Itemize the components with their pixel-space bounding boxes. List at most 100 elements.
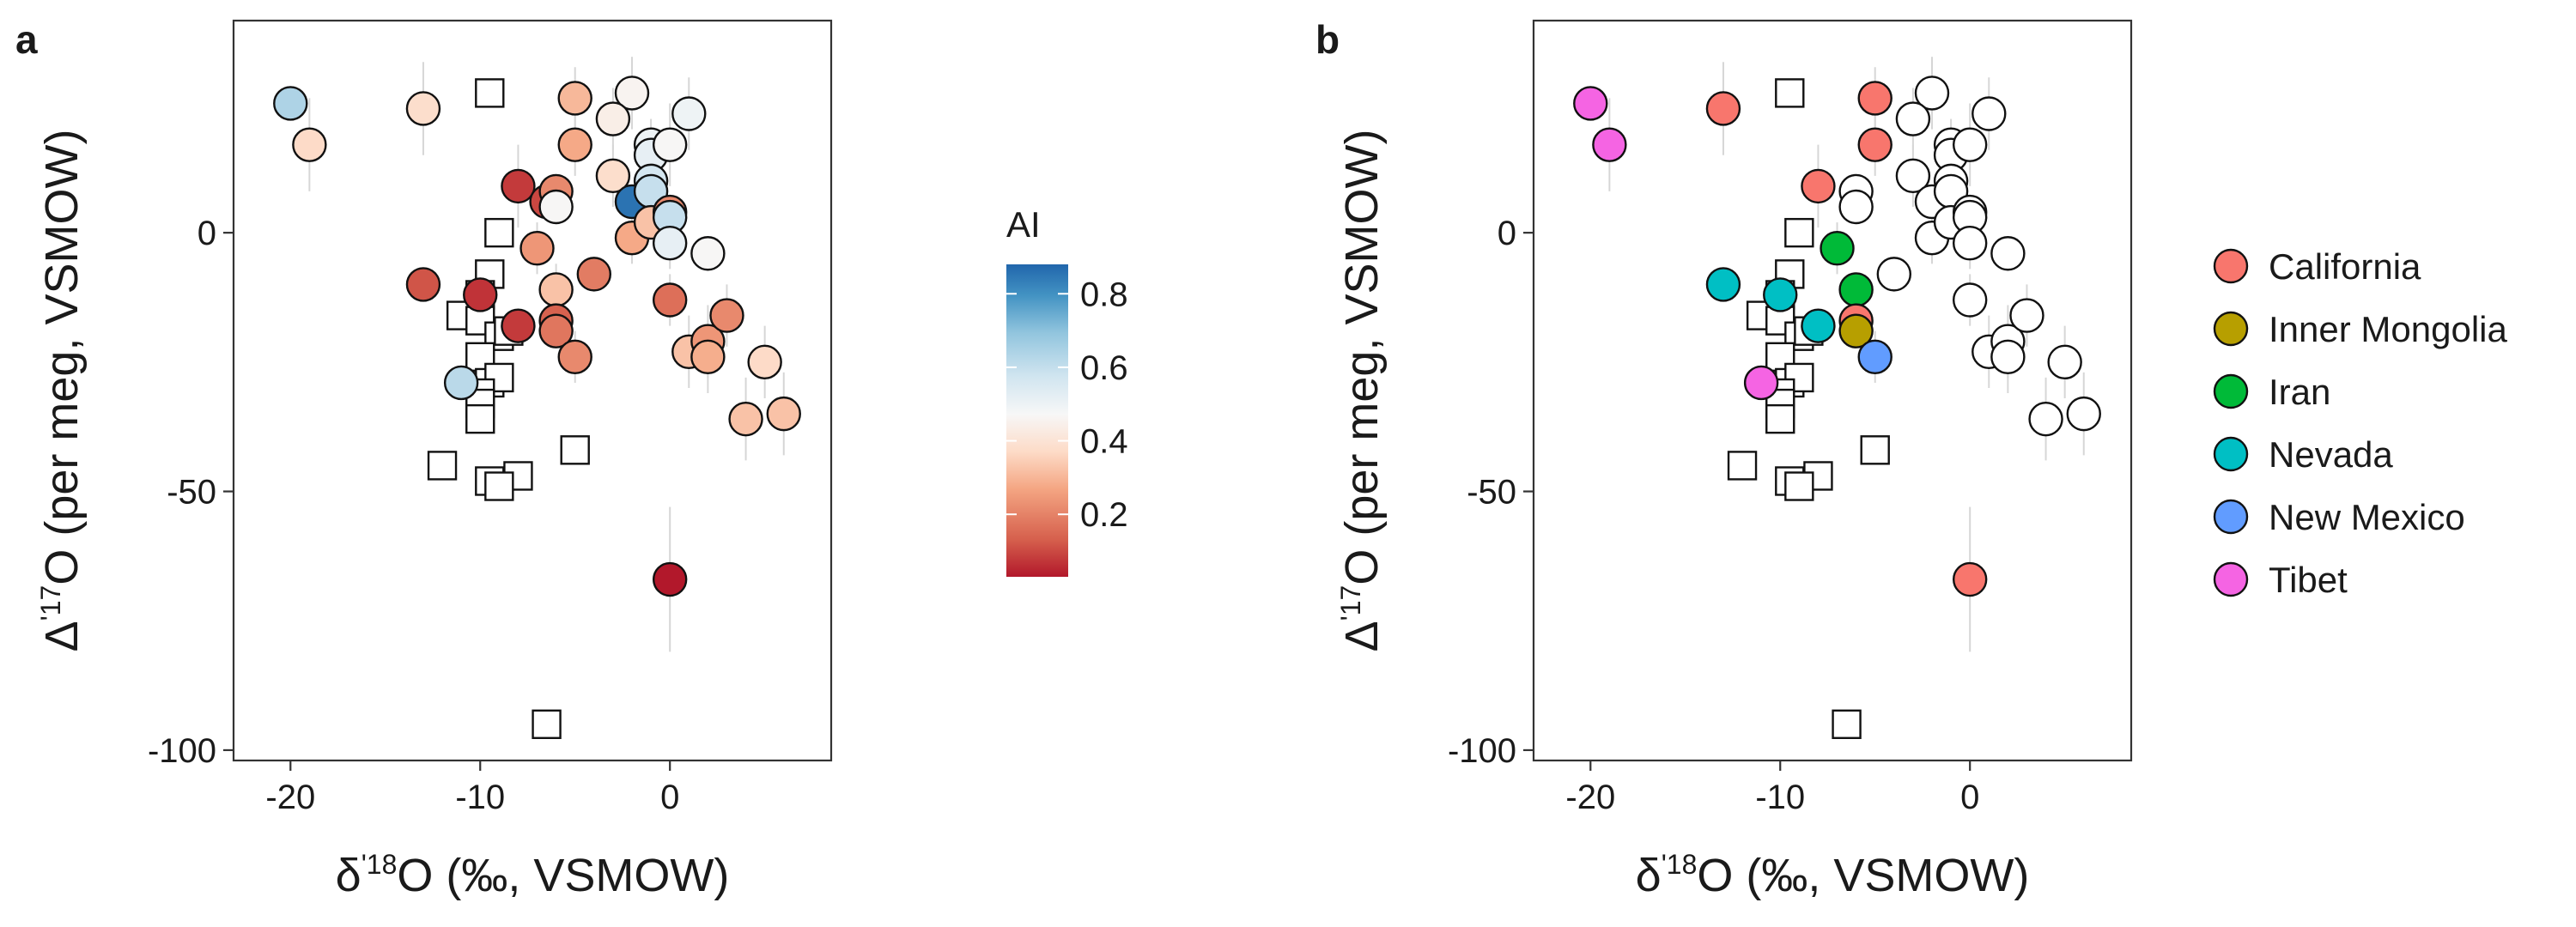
y-tick-label: -50 [1467,474,1516,512]
data-point [1990,236,2026,271]
square-point [1784,471,1814,501]
legend-label: Nevada [2269,434,2393,475]
data-point [1895,101,1931,136]
data-point [557,127,592,162]
panel-letter-a: a [15,17,38,62]
data-point [1820,231,1855,266]
panel-b-plot: -20 -10 0-100-500 [1448,19,2133,816]
data-point [1952,282,1988,318]
data-point [1952,127,1988,162]
data-point [557,339,592,375]
colorbar-title: AI [1006,204,1041,245]
data-point [576,257,612,292]
panel-b-y-axis-title: Δ'17O (per meg, VSMOW) [1335,130,1388,652]
legend-label: Tibet [2269,560,2348,600]
data-point [766,396,801,432]
square-point [560,435,590,465]
panel-a-frame [232,19,833,762]
legend-label: Inner Mongolia [2269,309,2507,349]
data-point [652,226,688,261]
data-point [652,561,688,597]
legend-key-circle [2213,561,2249,597]
square-point [484,217,514,248]
square-point [1775,78,1805,108]
x-tick-label: -20 [265,779,315,816]
data-point [652,282,688,318]
legend-label: California [2269,246,2421,287]
panel-a-y-axis-title: Δ'17O (per meg, VSMOW) [35,130,88,652]
legend-label: New Mexico [2269,497,2465,537]
data-point [1763,277,1798,312]
data-point [728,401,763,437]
data-point [614,76,650,111]
data-point [2009,298,2044,333]
y-tick-label: -100 [148,732,216,770]
panel-b-marks [1573,57,2101,740]
data-point [690,339,726,375]
data-point [709,298,744,333]
data-point [1876,257,1912,292]
square-point [1727,451,1758,481]
data-point [2047,344,2082,380]
x-tick-label: 0 [1960,779,1979,816]
data-point [405,91,441,126]
square-point [1784,217,1814,248]
data-point [501,168,536,204]
data-point [690,236,726,271]
data-point [443,365,479,401]
ai-colorbar-legend: AI 0.2 0.4 0.6 0.8 [1006,204,1128,577]
square-point [475,78,505,108]
data-point [1857,81,1893,116]
data-point [463,277,498,312]
data-point [1952,226,1988,261]
data-point [671,96,707,131]
colorbar-tick-label: 0.2 [1080,496,1128,534]
legend-key-circle [2213,248,2249,284]
panel-b-axes: -20 -10 0-100-500 [1448,215,1979,816]
panel-b-frame [1532,19,2133,762]
data-point [1838,313,1874,348]
y-tick-label: -100 [1448,732,1516,770]
data-point [273,86,308,121]
data-point [538,313,574,348]
colorbar-tick-label: 0.6 [1080,349,1128,387]
panel-a-axes: -20 -10 0-100-500 [148,215,679,816]
data-point [1857,127,1893,162]
x-tick-label: -10 [455,779,505,816]
x-tick-label: -20 [1565,779,1615,816]
data-point [1857,339,1893,375]
square-point [484,362,514,393]
data-point [1743,365,1779,401]
square-point [1832,709,1862,740]
data-point [2066,396,2101,432]
data-point [519,231,555,266]
data-point [1895,158,1931,194]
data-point [1838,272,1874,307]
region-legend: California Inner Mongolia Iran Nevada New Me… [2213,246,2507,600]
data-point [1838,189,1874,225]
y-tick-label: -50 [167,474,216,512]
panel-a-marks [273,57,801,740]
data-point [1971,96,2007,131]
square-point [1860,435,1890,465]
legend-key-circle [2213,436,2249,472]
square-point [465,403,495,434]
data-point [595,158,631,194]
data-point [292,127,327,162]
data-point [1914,76,1950,111]
panel-letter-b: b [1315,17,1340,62]
square-point [427,451,458,481]
y-tick-label: 0 [1498,215,1516,252]
data-point [652,127,688,162]
panel-a-x-axis-title: δ'18O (‰, VSMOW) [336,849,730,901]
data-point [1592,127,1627,162]
data-point [2028,401,2063,437]
colorbar-tick-label: 0.4 [1080,423,1128,461]
data-point [538,272,574,307]
square-point [484,471,514,501]
data-point [1952,561,1988,597]
x-tick-label: -10 [1755,779,1805,816]
legend-key-circle [2213,373,2249,409]
legend-key-circle [2213,311,2249,347]
